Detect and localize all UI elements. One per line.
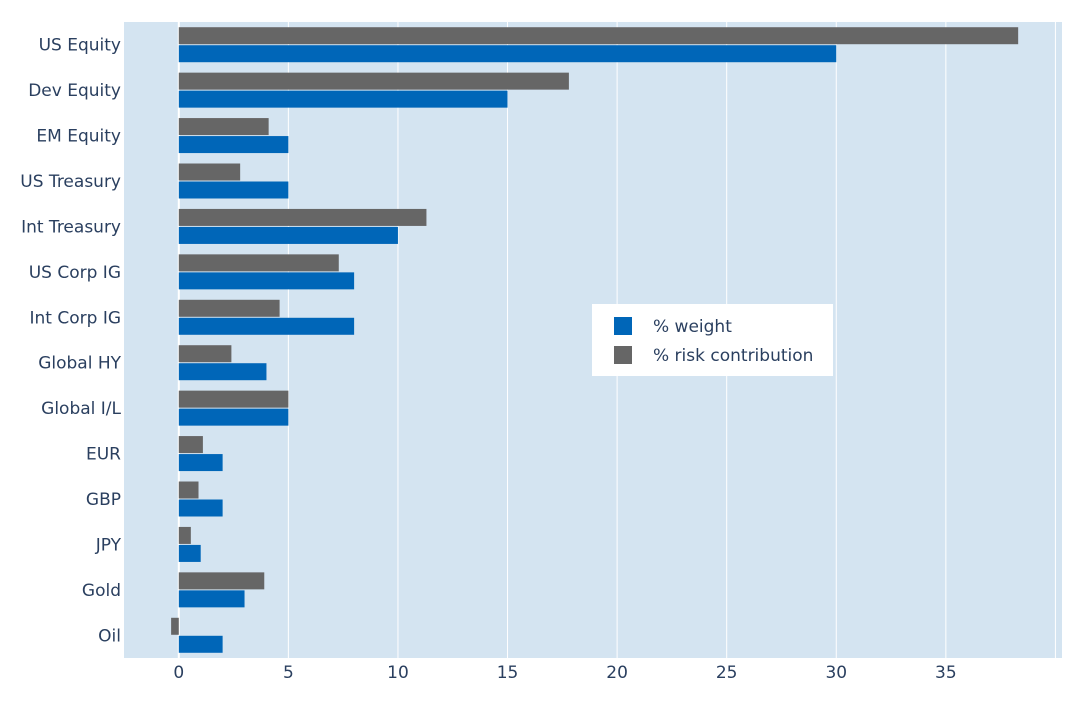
bar-weight: [178, 90, 508, 108]
x-tick-label: 35: [935, 663, 957, 683]
bar-weight: [178, 226, 398, 244]
legend-box: [592, 304, 833, 376]
x-tick-label: 25: [716, 663, 738, 683]
x-tick-label: 0: [173, 663, 184, 683]
bar-risk-contribution: [178, 436, 203, 454]
legend: % weight % risk contribution: [592, 304, 833, 376]
bar-risk-contribution: [171, 617, 179, 635]
legend-label-risk-contribution: % risk contribution: [653, 346, 813, 366]
bar-risk-contribution: [178, 208, 427, 226]
y-tick-label: Dev Equity: [28, 81, 121, 101]
bar-weight: [178, 499, 223, 517]
x-tick-label: 30: [825, 663, 847, 683]
y-tick-labels: US Equity Dev Equity EM Equity US Treasury I…: [20, 36, 121, 647]
bar-weight: [178, 181, 289, 199]
y-tick-label: Oil: [98, 626, 121, 646]
y-tick-label: US Treasury: [20, 172, 121, 192]
bar-risk-contribution: [178, 163, 241, 181]
bar-risk-contribution: [178, 526, 191, 544]
y-tick-label: US Corp IG: [29, 263, 121, 283]
bar-weight: [178, 136, 289, 154]
legend-swatch-risk-contribution: [614, 346, 632, 364]
bar-weight: [178, 635, 223, 653]
x-tick-label: 5: [283, 663, 294, 683]
y-tick-label: EM Equity: [36, 127, 121, 147]
y-tick-label: JPY: [95, 535, 122, 555]
bar-risk-contribution: [178, 118, 269, 136]
y-tick-label: Int Treasury: [21, 217, 121, 237]
bar-risk-contribution: [178, 27, 1019, 45]
y-tick-label: Global I/L: [41, 399, 121, 419]
bar-weight: [178, 45, 837, 63]
legend-label-weight: % weight: [653, 317, 732, 337]
x-tick-label: 10: [387, 663, 409, 683]
y-tick-label: Gold: [82, 581, 121, 601]
y-tick-label: Int Corp IG: [30, 308, 122, 328]
bar-weight: [178, 363, 267, 381]
bar-risk-contribution: [178, 254, 339, 272]
legend-swatch-weight: [614, 317, 632, 335]
bar-weight: [178, 272, 355, 290]
bar-weight: [178, 590, 245, 608]
x-tick-label: 15: [497, 663, 519, 683]
bar-weight: [178, 544, 201, 562]
bars: [171, 27, 1019, 653]
y-tick-label: Global HY: [38, 354, 121, 374]
bar-risk-contribution: [178, 481, 199, 499]
y-tick-label: GBP: [86, 490, 121, 510]
bar-weight: [178, 454, 223, 472]
x-tick-label: 20: [606, 663, 628, 683]
bar-risk-contribution: [178, 572, 265, 590]
bar-risk-contribution: [178, 390, 289, 408]
bar-risk-contribution: [178, 72, 569, 90]
y-tick-label: US Equity: [39, 36, 121, 56]
bar-risk-contribution: [178, 299, 280, 317]
bar-weight: [178, 408, 289, 426]
x-tick-labels: 0 5 10 15 20 25 30 35: [173, 663, 956, 683]
bar-weight: [178, 317, 355, 335]
bar-risk-contribution: [178, 345, 232, 363]
y-tick-label: EUR: [86, 445, 121, 465]
